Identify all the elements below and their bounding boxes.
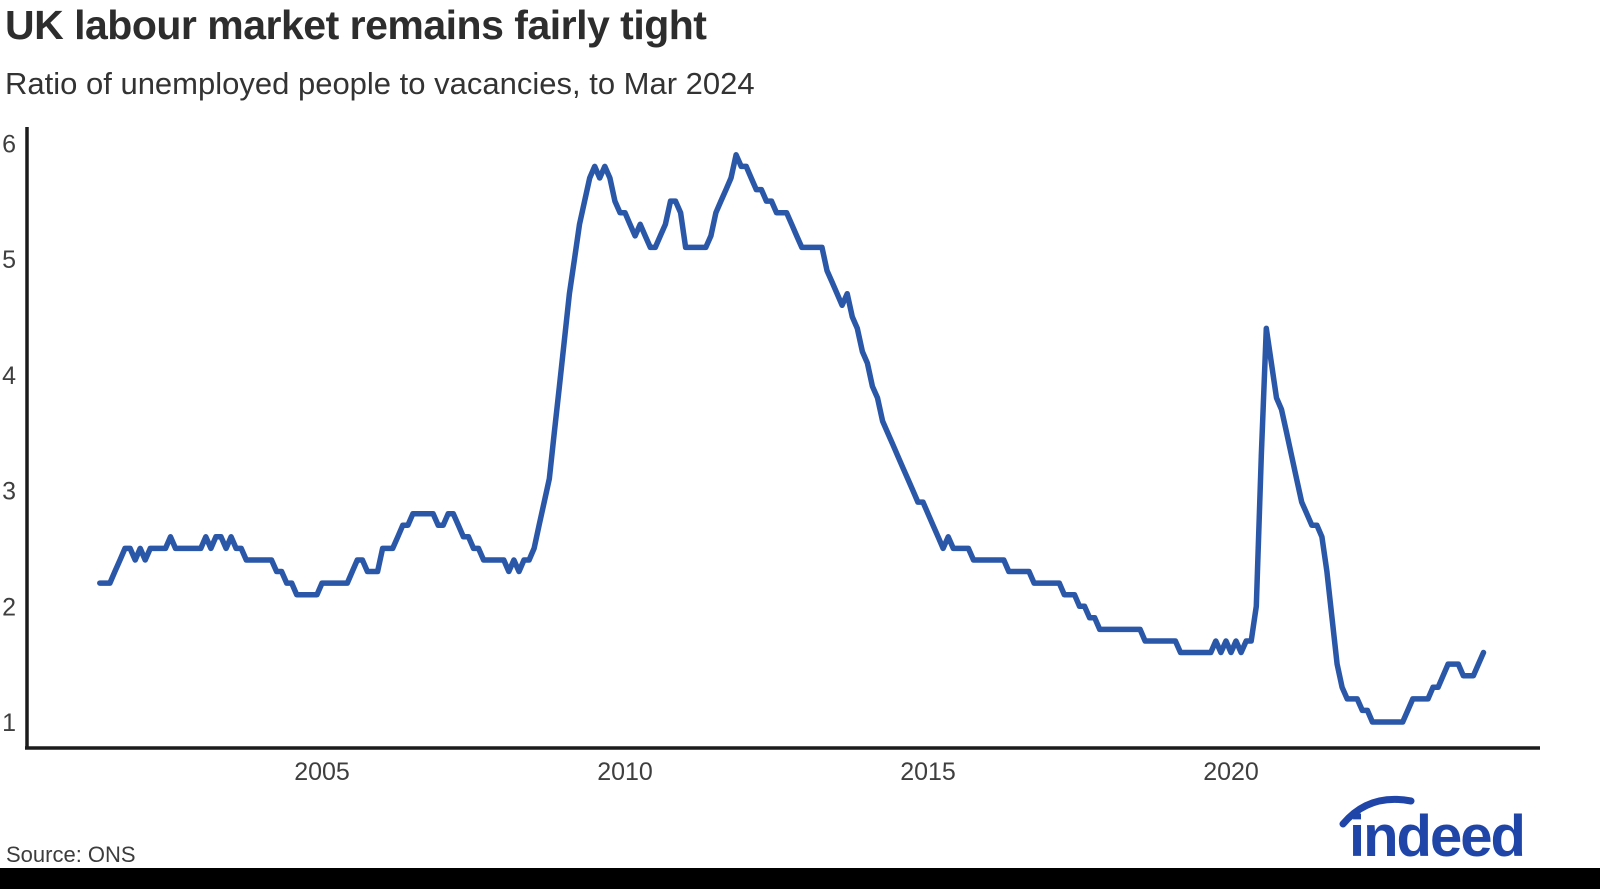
chart-subtitle: Ratio of unemployed people to vacancies,… xyxy=(5,66,755,101)
x-axis-ticks: 2005 2010 2015 2020 xyxy=(294,758,1259,786)
y-tick-label: 5 xyxy=(2,246,16,274)
y-tick-label: 2 xyxy=(2,593,16,621)
chart-title: UK labour market remains fairly tight xyxy=(5,2,707,48)
bottom-bar xyxy=(0,868,1600,889)
x-tick-label: 2020 xyxy=(1203,758,1259,786)
y-tick-label: 4 xyxy=(2,362,16,390)
indeed-logo: indeed xyxy=(1335,790,1545,871)
y-tick-label: 1 xyxy=(2,709,16,737)
indeed-logo-text: indeed xyxy=(1349,804,1524,866)
x-tick-label: 2015 xyxy=(900,758,956,786)
y-axis-ticks: 1 2 3 4 5 6 xyxy=(2,130,16,737)
x-tick-label: 2010 xyxy=(597,758,653,786)
series-line xyxy=(97,152,1487,725)
indeed-logo-arc-icon xyxy=(1339,795,1415,828)
x-tick-label: 2005 xyxy=(294,758,350,786)
y-tick-label: 6 xyxy=(2,130,16,158)
y-tick-label: 3 xyxy=(2,478,16,506)
source-note: Source: ONS xyxy=(6,842,136,867)
